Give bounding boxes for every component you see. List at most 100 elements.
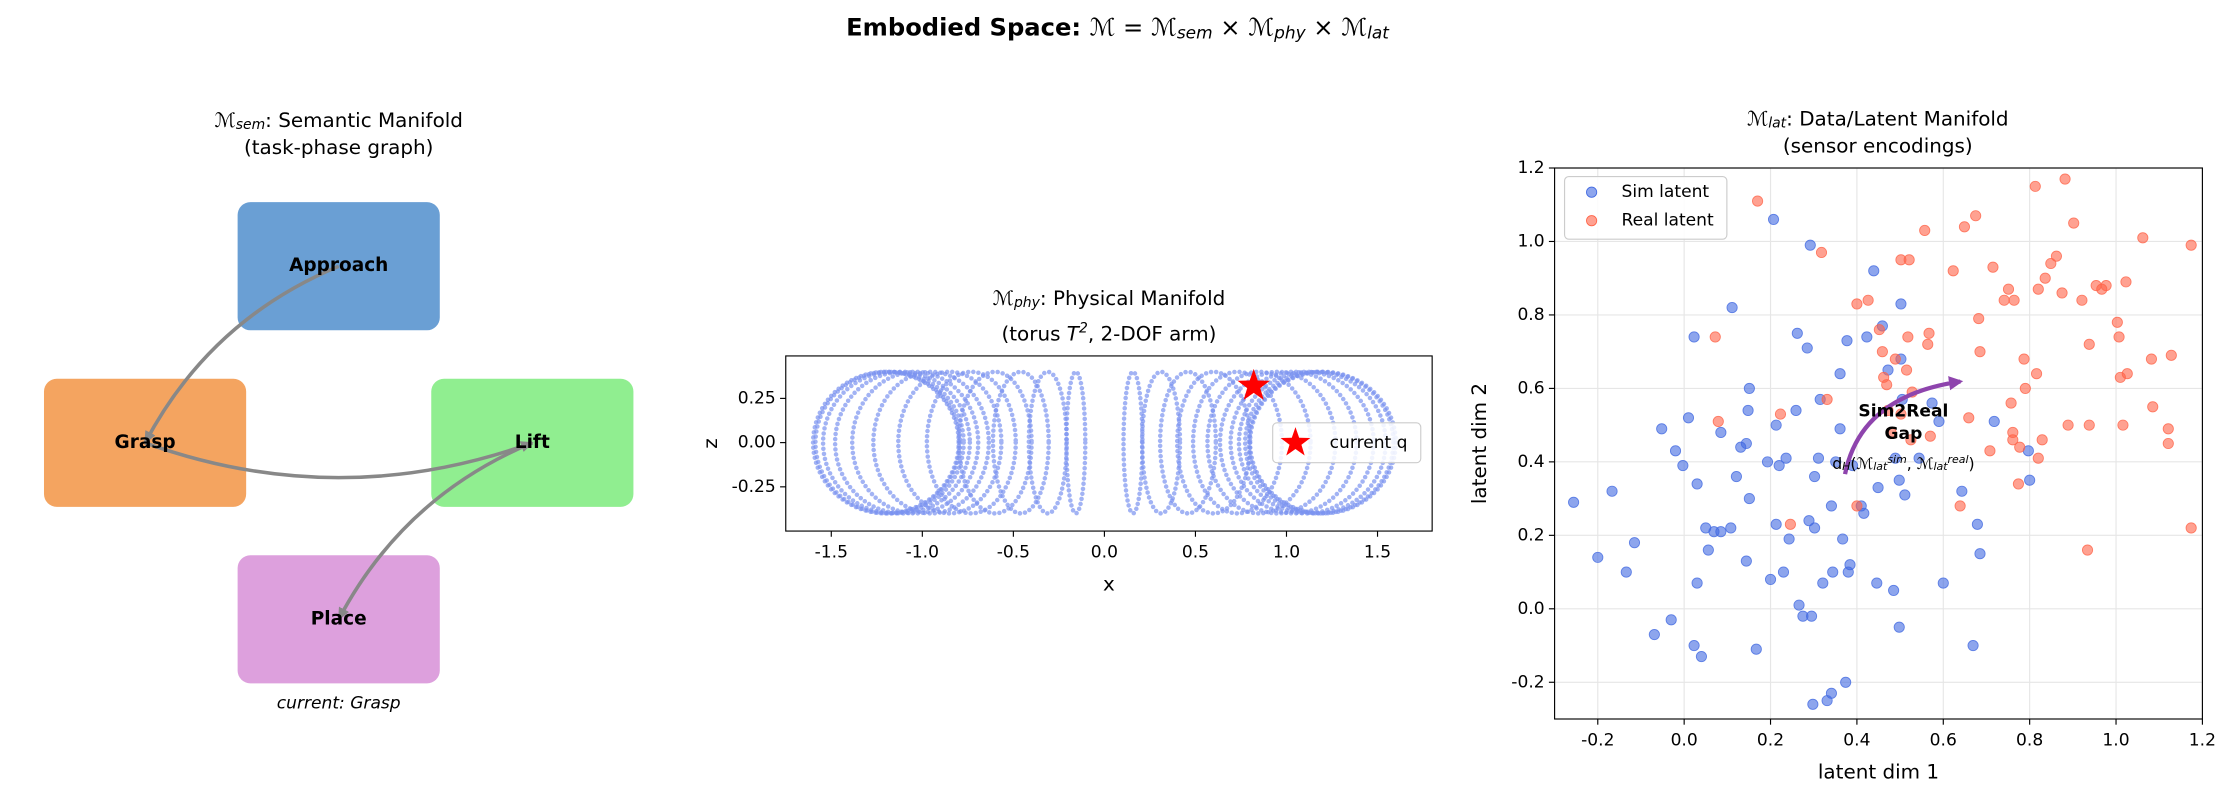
text-segment: Embodied Space:	[846, 13, 1089, 41]
torus-ring	[832, 369, 973, 516]
y-tick-label: 1.0	[1517, 231, 1544, 251]
torus-ring	[924, 369, 1019, 516]
scatter-point	[1851, 298, 1863, 310]
scatter-point	[1702, 544, 1714, 556]
scatter-point	[1834, 368, 1846, 380]
scatter-point	[1913, 452, 1925, 464]
text-segment: ℳ	[1747, 107, 1768, 130]
x-tick-label: 1.0	[1273, 542, 1300, 562]
scatter-point	[1963, 412, 1975, 424]
scatter-point	[1821, 393, 1833, 405]
scatter-point	[1688, 331, 1700, 343]
text-segment: ℳ	[993, 286, 1014, 309]
y-axis-label: latent dim 2	[1468, 383, 1491, 504]
node-label: Lift	[515, 432, 550, 453]
scatter-point	[2185, 239, 2197, 251]
scatter-point	[1873, 324, 1885, 336]
scatter-point	[2032, 283, 2044, 295]
scatter-point	[1893, 621, 1905, 633]
scatter-point	[1834, 423, 1846, 435]
text-segment: lat	[1873, 460, 1888, 473]
scatter-point	[1568, 496, 1580, 508]
legend-marker	[1280, 427, 1311, 456]
node-label: Grasp	[115, 432, 176, 453]
text-segment: T	[1067, 322, 1081, 345]
scatter-point	[1885, 426, 1897, 439]
x-axis-label: latent dim 1	[1818, 761, 1939, 784]
scatter-point	[2019, 382, 2031, 394]
text-segment: , ℳ	[1907, 454, 1934, 473]
scatter-point	[2002, 283, 2015, 295]
scatter-point	[1784, 518, 1796, 530]
scatter-point	[1777, 566, 1790, 578]
scatter-point	[1825, 687, 1837, 699]
scatter-point	[1715, 526, 1727, 538]
text-segment: ℳ = ℳ	[1089, 13, 1176, 41]
scatter-point	[2137, 232, 2149, 244]
scatter-point	[1988, 415, 2000, 428]
text-segment: phy	[1013, 295, 1041, 311]
rich-text: ℳsem: Semantic Manifold	[214, 109, 463, 134]
scatter-point	[2032, 452, 2044, 464]
scatter-point	[1901, 364, 1913, 376]
scatter-point	[1971, 518, 1983, 530]
x-tick-label: 0.8	[2016, 730, 2043, 750]
rich-text: dH(ℳlatsim, ℳlatreal)	[1832, 453, 1974, 474]
x-tick-label: -0.2	[1581, 730, 1614, 750]
scatter-point	[1987, 261, 1999, 273]
text-segment: phy	[1273, 23, 1306, 43]
legend-box	[1272, 422, 1422, 464]
scatter-point	[1773, 459, 1785, 472]
current-q-marker	[1237, 368, 1270, 400]
scatter-point	[1806, 610, 1818, 622]
scatter-point	[1926, 397, 1938, 409]
scatter-point	[1841, 335, 1853, 347]
scatter-point	[1606, 485, 1618, 497]
scatter-point	[1695, 650, 1707, 663]
scatter-point	[2007, 434, 2019, 446]
legend-box	[1563, 175, 1728, 240]
y-tick-label: 0.00	[738, 433, 776, 453]
y-tick-label: 0.4	[1517, 452, 1544, 472]
scatter-point	[2056, 287, 2068, 299]
scatter-point	[1868, 265, 1880, 277]
y-tick-label: 0.0	[1517, 599, 1544, 619]
y-tick-label: 0.6	[1517, 378, 1544, 398]
legend-label: Real latent	[1622, 211, 1714, 231]
scatter-point	[1893, 474, 1905, 486]
text-segment: 2	[1079, 321, 1088, 337]
scatter-point	[1973, 313, 1985, 325]
text-segment: sem	[236, 117, 265, 133]
scatter-point	[1947, 265, 1959, 277]
scatter-point	[1895, 298, 1907, 310]
scatter-point	[1861, 331, 1873, 343]
x-tick-label: 1.0	[2102, 730, 2129, 750]
scatter-point	[1740, 437, 1752, 450]
rich-text: Embodied Space: ℳ = ℳsem × ℳphy × ℳlat	[846, 13, 1390, 42]
scatter-point	[1743, 382, 1755, 394]
scatter-point	[1752, 195, 1764, 207]
text-segment: , 2-DOF arm)	[1088, 322, 1217, 345]
scatter-point	[1830, 456, 1842, 468]
scatter-point	[1783, 533, 1795, 545]
text-segment: )	[1969, 454, 1975, 473]
scatter-point	[1812, 452, 1825, 464]
scatter-point	[1923, 327, 1935, 339]
scatter-point	[2062, 419, 2074, 431]
scatter-point	[1761, 456, 1774, 468]
scatter-point	[2145, 353, 2157, 365]
scatter-point	[1801, 342, 1813, 354]
scatter-point	[1817, 577, 1829, 589]
scatter-point	[2014, 441, 2026, 453]
y-axis-label: z	[699, 438, 722, 448]
scatter-point	[1804, 239, 1816, 251]
scatter-point	[2185, 522, 2197, 534]
torus-ring	[896, 369, 1004, 516]
scatter-point	[2081, 544, 2094, 556]
axes-frame	[1554, 167, 2203, 720]
y-tick-label: 0.8	[1517, 305, 1544, 325]
scatter-point	[2005, 397, 2017, 409]
scatter-point	[1725, 522, 1737, 534]
y-tick-label: 0.25	[738, 388, 776, 408]
